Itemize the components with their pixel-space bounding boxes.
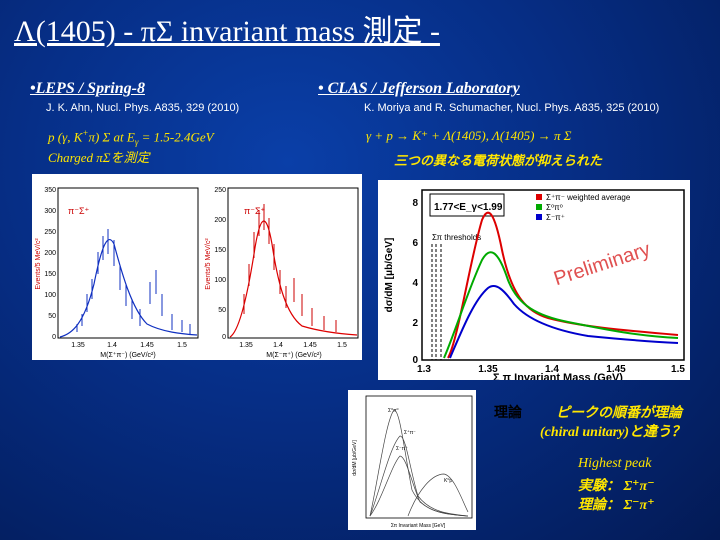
leps-left-xtick: 1.4 (107, 342, 117, 349)
theory-xlabel: Σπ Invariant Mass [GeV] (391, 523, 446, 529)
leps-figure: Events/5 MeV/c² 350 300 250 200 150 100 … (32, 174, 362, 360)
leps-left-xtick: 1.35 (71, 342, 85, 349)
leps-left-ytick: 200 (44, 250, 56, 257)
peak-order-line2: (chiral unitary)と違う？ (540, 425, 686, 440)
clas-legend-item: Σ⁻π⁺ (546, 213, 565, 222)
theory-curve-label: Σ⁺π⁻ (404, 430, 416, 436)
slide-title: Λ(1405) - πΣ invariant mass 測定 - (14, 15, 440, 48)
clas-energy-box: 1.77<E_γ<1.99 (434, 202, 503, 213)
clas-xtick: 1.3 (417, 364, 431, 375)
leps-heading: •LEPS / Spring-8 (30, 80, 145, 97)
clas-xtick: 1.45 (606, 364, 626, 375)
clas-ytick: 2 (412, 318, 418, 329)
clas-ytick: 6 (412, 238, 418, 249)
leps-left-ylabel: Events/5 MeV/c² (35, 238, 42, 290)
leps-right-ytick: 0 (222, 334, 226, 341)
leps-right-ytick: 200 (214, 217, 226, 224)
clas-ytick: 0 (412, 355, 418, 366)
clas-xlabel: Σ π Invariant Mass (GeV) (493, 372, 623, 380)
theory-curve-label: K⁰p (444, 478, 452, 484)
leps-right-ytick: 250 (214, 187, 226, 194)
clas-heading: • CLAS / Jefferson Laboratory (318, 80, 520, 97)
theory-ylabel: dσ/dM [μb/GeV] (352, 440, 358, 476)
clas-note: 三つの異なる電荷状態が抑えられた (394, 153, 603, 168)
clas-ylabel: dσ/dM [μb/GeV] (384, 238, 395, 313)
highest-peak-experiment: 実験： Σ⁺π⁻ (578, 479, 655, 494)
leps-right-ytick: 50 (218, 307, 226, 314)
leps-left-ytick: 150 (44, 271, 56, 278)
leps-right-xtick: 1.35 (239, 342, 253, 349)
peak-order-line1: ピークの順番が理論 (556, 406, 682, 421)
leps-left-ytick: 250 (44, 229, 56, 236)
leps-left-ytick: 50 (48, 313, 56, 320)
leps-left-ytick: 0 (52, 334, 56, 341)
leps-right-plot: Events/5 MeV/c² 250 200 150 100 50 0 1.3… (205, 187, 359, 359)
leps-right-xtick: 1.5 (337, 342, 347, 349)
leps-left-plot: Events/5 MeV/c² 350 300 250 200 150 100 … (35, 187, 199, 359)
clas-legend-item: Σ⁰π⁰ (546, 203, 563, 212)
theory-curve-label: Σ⁻π⁺ (396, 446, 408, 452)
leps-charged-note: Charged πΣを測定 (48, 150, 150, 165)
leps-right-xtick: 1.4 (273, 342, 283, 349)
leps-left-label: π⁻Σ⁺ (68, 206, 90, 216)
clas-figure: dσ/dM [μb/GeV] 8 6 4 2 0 1.3 1.35 1.4 1.… (378, 180, 690, 384)
leps-reference: J. K. Ahn, Nucl. Phys. A835, 329 (2010) (46, 102, 240, 114)
theory-figure: dσ/dM [μb/GeV] Σπ Invariant Mass [GeV] Σ… (348, 390, 476, 530)
clas-ytick: 8 (412, 198, 418, 209)
leps-left-xtick: 1.45 (140, 342, 154, 349)
clas-legend-item: Σ⁺π⁻ weighted average (546, 193, 631, 202)
leps-left-xtick: 1.5 (177, 342, 187, 349)
leps-right-ytick: 100 (214, 277, 226, 284)
leps-right-xtick: 1.45 (303, 342, 317, 349)
leps-left-xlabel: M(Σ⁺π⁻) (GeV/c²) (100, 351, 155, 359)
leps-right-ytick: 150 (214, 247, 226, 254)
clas-xtick: 1.4 (545, 364, 559, 375)
clas-xtick: 1.35 (478, 364, 498, 375)
clas-thresholds: Σπ thresholds (432, 233, 481, 242)
clas-reaction: γ + p → K⁺ + Λ(1405), Λ(1405) → π Σ (366, 128, 572, 143)
leps-right-xlabel: M(Σ⁻π⁺) (GeV/c²) (266, 351, 321, 359)
leps-left-ytick: 300 (44, 208, 56, 215)
highest-peak-theory: 理論： Σ⁻π⁺ (578, 498, 655, 513)
leps-reaction: p (γ, K+π) Σ at Eγ = 1.5-2.4GeV (48, 128, 214, 147)
clas-reference: K. Moriya and R. Schumacher, Nucl. Phys.… (364, 102, 660, 114)
highest-peak: Highest peak (578, 456, 652, 471)
clas-ytick: 4 (412, 278, 418, 289)
leps-right-ylabel: Events/5 MeV/c² (205, 238, 212, 290)
leps-left-ytick: 100 (44, 292, 56, 299)
clas-xtick: 1.5 (671, 364, 685, 375)
leps-right-label: π⁻Σ⁺ (244, 206, 266, 216)
leps-left-ytick: 350 (44, 187, 56, 194)
clas-preliminary: Preliminary (551, 238, 653, 290)
theory-label: 理論 (494, 405, 522, 421)
